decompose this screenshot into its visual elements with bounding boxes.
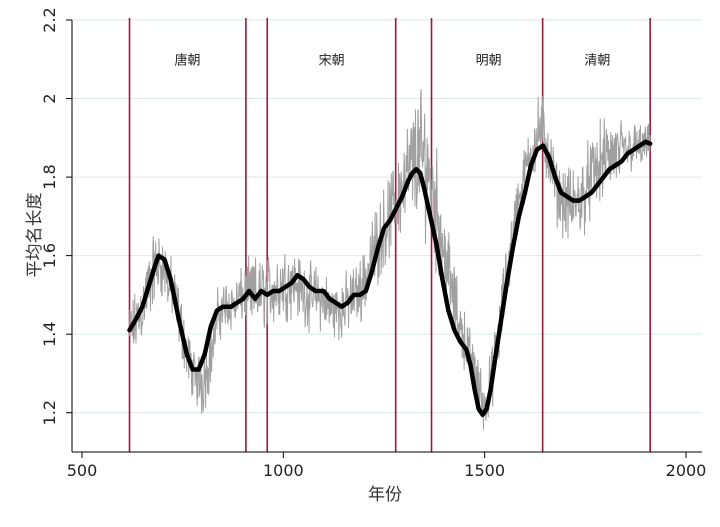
y-tick-label: 1.6 (40, 243, 59, 268)
tick-marks: 1.2 1.4 1.6 1.8 2 2.2 500 1000 1500 2000 (40, 7, 706, 480)
smoothed-series-line (127, 139, 653, 417)
y-tick-label: 1.4 (40, 321, 59, 346)
y-axis-label: 平均名长度 (25, 193, 45, 278)
dynasty-dividers (128, 18, 651, 452)
dynasty-labels: 唐朝 宋朝 明朝 清朝 (174, 52, 610, 68)
x-tick-label: 1000 (263, 461, 304, 480)
y-tick-label: 1.2 (40, 400, 59, 425)
dynasty-label: 清朝 (584, 53, 610, 68)
axes (71, 20, 702, 453)
grid-lines (72, 19, 702, 414)
x-axis-label: 年份 (368, 485, 402, 505)
dynasty-label: 明朝 (476, 53, 502, 68)
dynasty-label: 宋朝 (319, 53, 345, 68)
dynasty-label: 唐朝 (174, 52, 200, 68)
y-tick-label: 2 (40, 93, 59, 103)
x-tick-label: 1500 (464, 461, 505, 480)
x-tick-label: 500 (67, 461, 98, 480)
smoothed-series (127, 139, 653, 417)
y-tick-label: 1.8 (40, 164, 59, 189)
y-tick-label: 2.2 (40, 7, 59, 32)
x-tick-label: 2000 (666, 461, 707, 480)
